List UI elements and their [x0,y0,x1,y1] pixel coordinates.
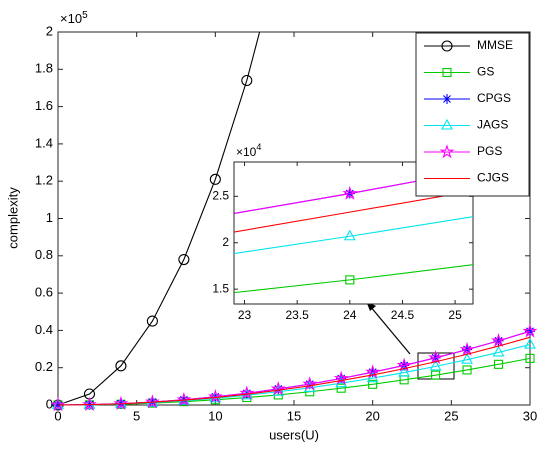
marker [428,349,444,365]
y-tick-label: 0.8 [35,247,53,262]
marker [50,397,66,412]
legend-label: PGS [477,144,502,158]
y-tick-label: 2 [222,235,229,249]
marker [366,371,379,383]
marker [525,353,535,363]
multiplier-base: ×10 [236,145,257,159]
marker [146,315,158,327]
x-tick-label: 10 [208,408,222,423]
series-line [234,216,473,255]
marker [178,253,190,266]
marker [342,185,358,200]
legend-box [415,32,530,197]
y-tick-label: 0.4 [35,322,53,337]
marker [83,398,96,409]
series-line [57,32,261,406]
marker [525,326,535,337]
marker [302,376,318,391]
series-layer [50,32,538,412]
y-tick-label: 1.6 [35,98,53,113]
marker [442,94,452,104]
x-tick-label: 24.5 [391,308,415,322]
x-tick-label: 5 [133,408,140,423]
main-plot: 0 5 10 15 20 25 30 0 0.2 0.4 0.6 0.8 1 1.2 1.4 1.6 1.8 2 [35,23,538,423]
marker [522,323,538,338]
zoom-arrow [369,305,411,355]
y-tick-label: 1.8 [35,61,53,76]
marker [492,345,505,357]
marker [396,357,412,372]
marker [491,333,506,348]
y-tick-label: 1.5 [212,281,229,295]
marker [441,40,453,52]
marker [524,337,536,349]
marker [343,229,356,241]
marker [176,391,192,407]
y-axis-label: complexity [5,187,20,249]
x-tick-label: 24 [343,308,357,322]
y-tick-label: 0.2 [35,359,53,374]
y-tick-label: 2 [46,23,53,38]
inset-y-multiplier: ×104 [236,142,261,159]
marker [368,379,378,389]
multiplier-exponent: 4 [256,142,261,152]
series-line [57,336,531,406]
y-tick-label: 0.6 [35,285,53,300]
multiplier-base: ×10 [60,11,82,26]
x-tick-label: 25 [448,308,462,322]
x-tick-label: 23 [238,308,252,322]
legend-label: CPGS [477,91,511,105]
legend: MMSE GS CPGS JAGS PGS CJGS [415,32,530,197]
x-tick-label: 15 [287,408,301,423]
y-tick-label: 1 [46,210,53,225]
marker [270,381,286,396]
marker [461,353,474,364]
x-tick-label: 30 [523,408,537,423]
legend-label: JAGS [477,118,508,132]
y-multiplier: ×105 [60,10,88,27]
multiplier-exponent: 5 [82,10,88,21]
marker [241,74,253,87]
marker [398,365,411,377]
x-tick-label: 25 [444,408,458,423]
marker [115,360,127,372]
marker [209,173,221,185]
marker [336,383,346,393]
marker [113,395,129,411]
series-line [234,264,473,294]
marker [82,396,97,411]
series-line [234,190,473,233]
marker [239,385,255,400]
x-axis-label: users(U) [269,427,319,442]
marker [144,394,160,409]
y-tick-label: 1.4 [35,135,53,150]
marker [52,398,64,410]
marker [493,359,504,369]
y-tick-label: 2.5 [212,189,229,203]
marker [345,275,355,285]
marker [462,365,472,375]
x-tick-label: 0 [54,408,61,423]
y-tick-label: 0 [46,396,53,411]
legend-label: MMSE [477,38,513,52]
series-layer [234,170,473,294]
legend-label: GS [477,65,494,79]
marker [431,370,441,380]
x-tick-label: 20 [365,408,379,423]
marker [114,397,127,408]
marker [439,144,455,159]
marker [459,341,475,356]
marker [442,67,452,78]
legend-label: CJGS [477,171,509,185]
marker [207,388,223,404]
marker [429,359,442,371]
series-line [234,170,473,215]
marker [441,118,453,130]
y-tick-label: 1.2 [35,173,53,188]
x-tick-label: 23.5 [285,308,309,322]
